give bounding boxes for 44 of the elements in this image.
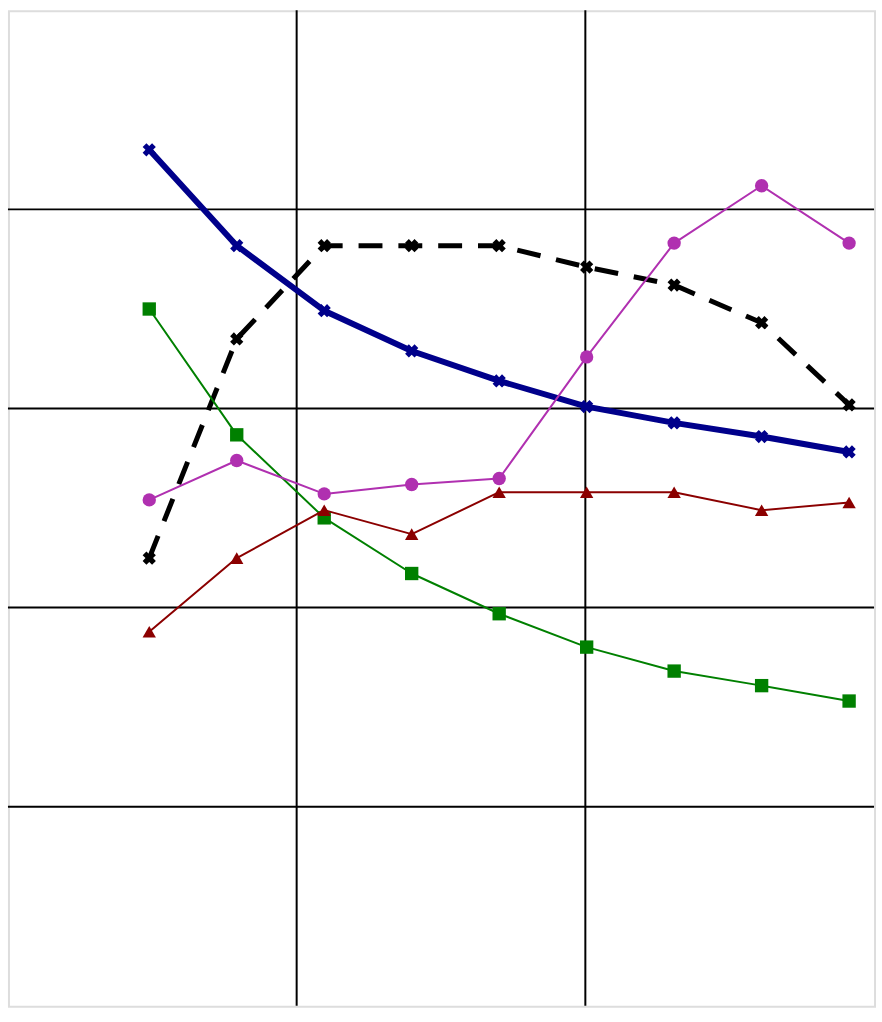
point [754, 678, 769, 693]
point [405, 566, 419, 581]
point [842, 694, 856, 708]
point [405, 239, 419, 253]
point [580, 399, 594, 414]
point [405, 528, 419, 540]
point [492, 374, 506, 388]
point [667, 416, 681, 430]
point [142, 143, 156, 157]
point [230, 239, 244, 253]
point [230, 332, 244, 346]
point [667, 236, 681, 250]
point [579, 350, 594, 364]
point [230, 428, 244, 442]
point [142, 551, 156, 565]
point [667, 486, 681, 498]
point [579, 486, 594, 498]
point [842, 496, 856, 509]
point [492, 607, 506, 621]
point [755, 429, 769, 444]
point [842, 236, 856, 250]
point [317, 504, 331, 516]
point [667, 278, 681, 292]
point [842, 445, 856, 459]
point [667, 664, 681, 678]
point [755, 316, 769, 330]
point [842, 398, 856, 412]
point [230, 552, 244, 564]
point [492, 471, 506, 486]
point [405, 344, 419, 358]
point [142, 493, 156, 507]
point [405, 477, 419, 492]
point [492, 239, 506, 253]
point [230, 453, 244, 468]
point [317, 239, 331, 253]
point [317, 304, 331, 318]
point [579, 640, 594, 654]
point [142, 302, 156, 316]
point [317, 487, 331, 501]
point [142, 625, 156, 638]
point [754, 179, 769, 193]
point [492, 486, 506, 498]
point [580, 260, 594, 274]
point [754, 504, 769, 516]
